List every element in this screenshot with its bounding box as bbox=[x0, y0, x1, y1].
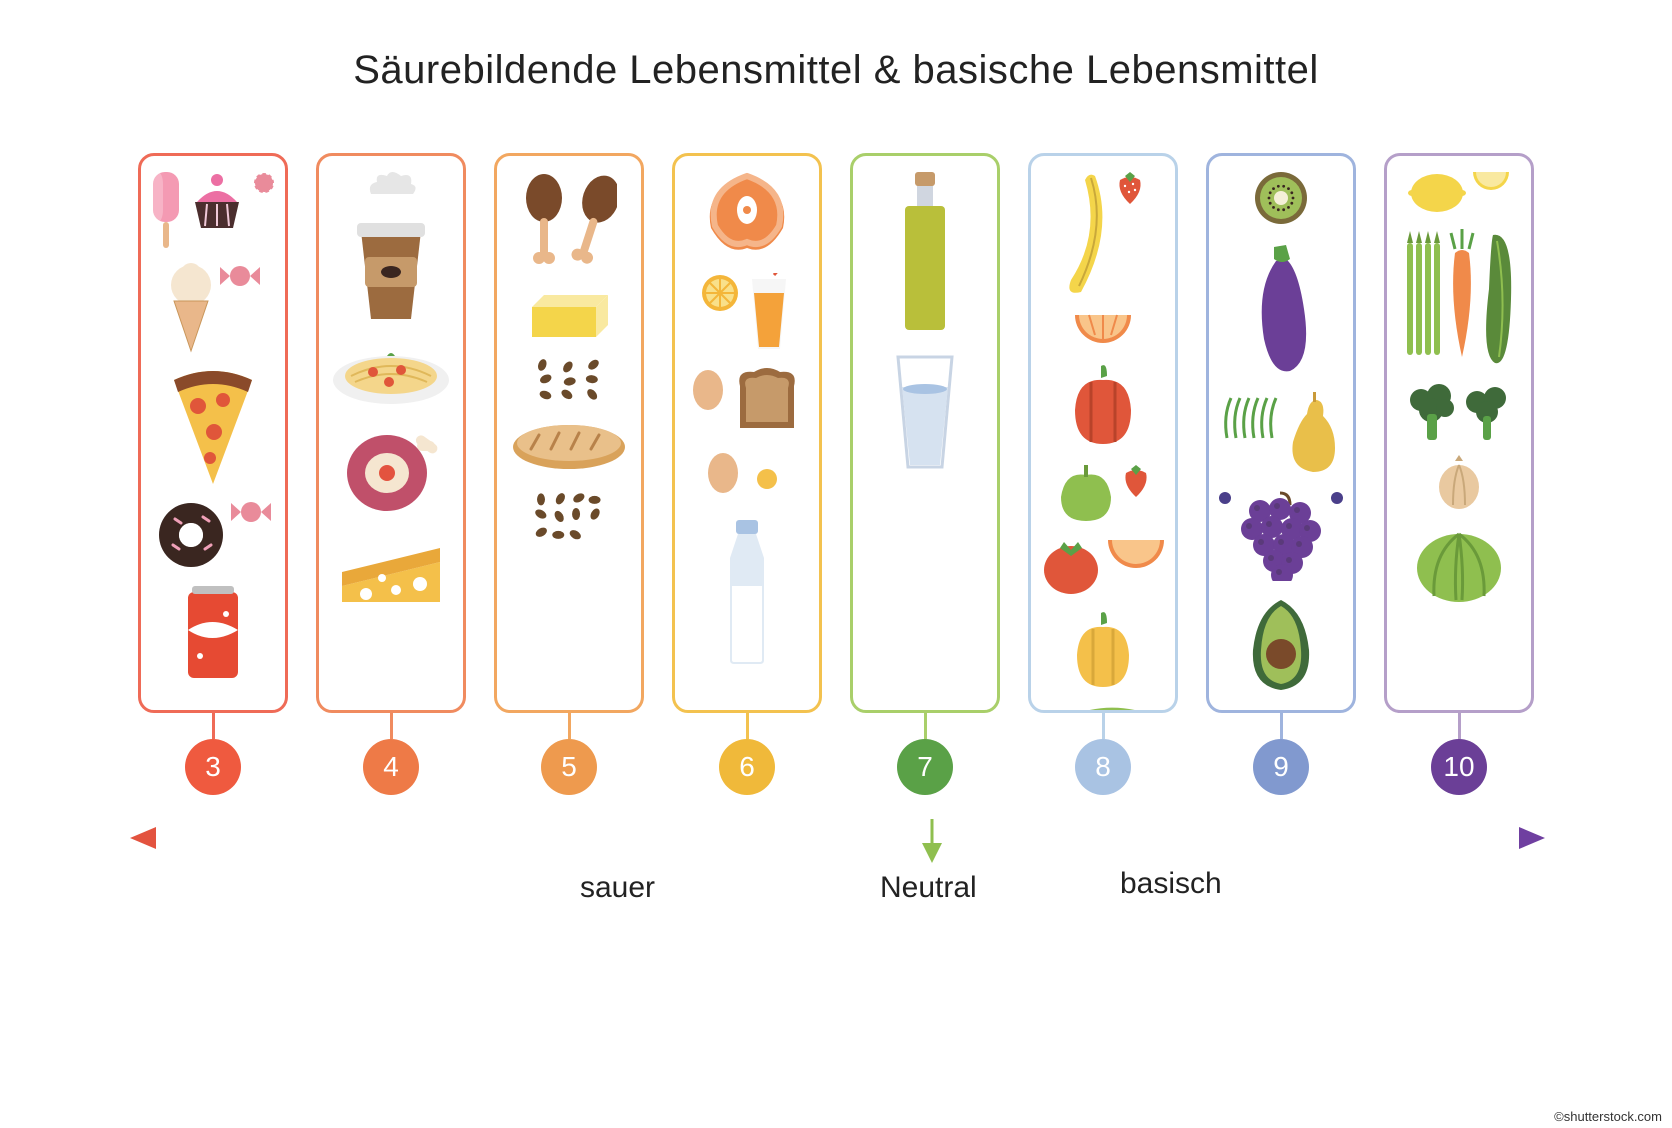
ph-badge: 8 bbox=[1075, 739, 1131, 795]
ph-badge: 5 bbox=[541, 739, 597, 795]
ph-badge: 9 bbox=[1253, 739, 1309, 795]
ice-cream-cone-icon bbox=[166, 263, 216, 358]
ph-badge: 3 bbox=[185, 739, 241, 795]
ph-column-9: 9 bbox=[1206, 153, 1356, 795]
pizza-slice-icon bbox=[168, 366, 258, 491]
food-box bbox=[1206, 153, 1356, 713]
food-box bbox=[494, 153, 644, 713]
oil-bottle-icon bbox=[895, 170, 955, 345]
ph-column-6: 6 bbox=[672, 153, 822, 795]
milk-bottle-icon bbox=[724, 516, 770, 671]
lemon-icon bbox=[1407, 170, 1467, 221]
juice-glass-icon bbox=[744, 273, 794, 358]
page-title: Säurebildende Lebensmittel & basische Le… bbox=[0, 48, 1672, 93]
seeds-icon bbox=[534, 356, 604, 411]
ph-column-4: 4 bbox=[316, 153, 466, 795]
candy-wrapped-2-icon bbox=[231, 499, 271, 576]
pea-pod-icon bbox=[1053, 704, 1153, 713]
drumstick-2-icon bbox=[571, 170, 617, 275]
ph-badge: 4 bbox=[363, 739, 419, 795]
red-pepper-icon bbox=[1063, 360, 1143, 455]
coffee-cup-icon bbox=[351, 213, 431, 328]
stem bbox=[924, 713, 927, 739]
ph-columns-row: 3 4 5 6 7 8 9 10 bbox=[0, 153, 1672, 795]
boiled-egg-half-icon bbox=[745, 449, 789, 508]
food-box bbox=[672, 153, 822, 713]
orange-wedge-icon bbox=[1073, 313, 1133, 352]
ph-badge: 7 bbox=[897, 739, 953, 795]
banana-icon bbox=[1061, 170, 1111, 305]
blueberry-icon bbox=[1218, 491, 1232, 586]
neutral-label: Neutral bbox=[880, 871, 977, 905]
stem bbox=[568, 713, 571, 739]
soda-can-icon bbox=[182, 584, 244, 689]
carrot-icon bbox=[1445, 229, 1479, 374]
attribution-text: ©shutterstock.com bbox=[1554, 1109, 1662, 1124]
steam-icon bbox=[361, 170, 421, 205]
butter-block-icon bbox=[524, 283, 614, 348]
candy-icon bbox=[251, 170, 277, 255]
egg-2-icon bbox=[705, 449, 741, 508]
eggplant-icon bbox=[1246, 239, 1316, 384]
stem bbox=[1280, 713, 1283, 739]
egg-icon bbox=[690, 366, 726, 441]
ph-column-7: 7 bbox=[850, 153, 1000, 795]
ph-column-10: 10 bbox=[1384, 153, 1534, 795]
avocado-half-icon bbox=[1243, 594, 1319, 699]
food-box bbox=[316, 153, 466, 713]
acidic-label: sauer bbox=[580, 871, 655, 905]
cucumber-icon bbox=[1483, 229, 1517, 374]
broccoli-2-icon bbox=[1461, 382, 1511, 447]
acidic-arrow-icon bbox=[130, 823, 890, 853]
stem bbox=[1458, 713, 1461, 739]
water-glass-icon bbox=[890, 353, 960, 478]
strawberry-2-icon bbox=[1121, 463, 1151, 530]
food-box bbox=[850, 153, 1000, 713]
stem bbox=[1102, 713, 1105, 739]
tomato-icon bbox=[1040, 538, 1102, 601]
spaghetti-plate-icon bbox=[331, 336, 451, 411]
herbs-icon bbox=[1219, 392, 1279, 483]
food-box bbox=[138, 153, 288, 713]
neutral-arrow-icon bbox=[917, 819, 947, 863]
green-apple-icon bbox=[1055, 463, 1117, 530]
kiwi-half-icon bbox=[1253, 170, 1309, 231]
drumstick-icon bbox=[521, 170, 567, 275]
popsicle-icon bbox=[149, 170, 183, 255]
stem bbox=[212, 713, 215, 739]
orange-slice-icon bbox=[700, 273, 740, 358]
blueberry-2-icon bbox=[1330, 491, 1344, 586]
cupcake-icon bbox=[187, 170, 247, 255]
orange-wedge-2-icon bbox=[1106, 538, 1166, 601]
candy-wrapped-icon bbox=[220, 263, 260, 358]
ham-icon bbox=[341, 419, 441, 524]
donut-icon bbox=[155, 499, 227, 576]
stem bbox=[746, 713, 749, 739]
ph-badge: 6 bbox=[719, 739, 775, 795]
onion-icon bbox=[1435, 455, 1483, 516]
strawberry-icon bbox=[1115, 170, 1145, 305]
cheese-wedge-icon bbox=[336, 532, 446, 627]
food-box bbox=[1384, 153, 1534, 713]
ph-column-8: 8 bbox=[1028, 153, 1178, 795]
scale-arrows: sauer Neutral basisch bbox=[0, 823, 1672, 943]
basic-label: basisch bbox=[1120, 867, 1222, 901]
pear-icon bbox=[1283, 392, 1343, 483]
asparagus-icon bbox=[1401, 229, 1441, 374]
grapes-icon bbox=[1236, 491, 1326, 586]
lemon-wedge-icon bbox=[1471, 170, 1511, 221]
salmon-steak-icon bbox=[697, 170, 797, 265]
stem bbox=[390, 713, 393, 739]
broccoli-icon bbox=[1407, 382, 1457, 447]
basic-arrow-icon bbox=[985, 823, 1545, 853]
seeds-2-icon bbox=[529, 488, 609, 553]
ph-badge: 10 bbox=[1431, 739, 1487, 795]
ph-column-3: 3 bbox=[138, 153, 288, 795]
ph-column-5: 5 bbox=[494, 153, 644, 795]
yellow-pepper-icon bbox=[1067, 609, 1139, 696]
toast-icon bbox=[730, 366, 804, 441]
cabbage-icon bbox=[1414, 524, 1504, 609]
baguette-icon bbox=[509, 419, 629, 480]
food-box bbox=[1028, 153, 1178, 713]
